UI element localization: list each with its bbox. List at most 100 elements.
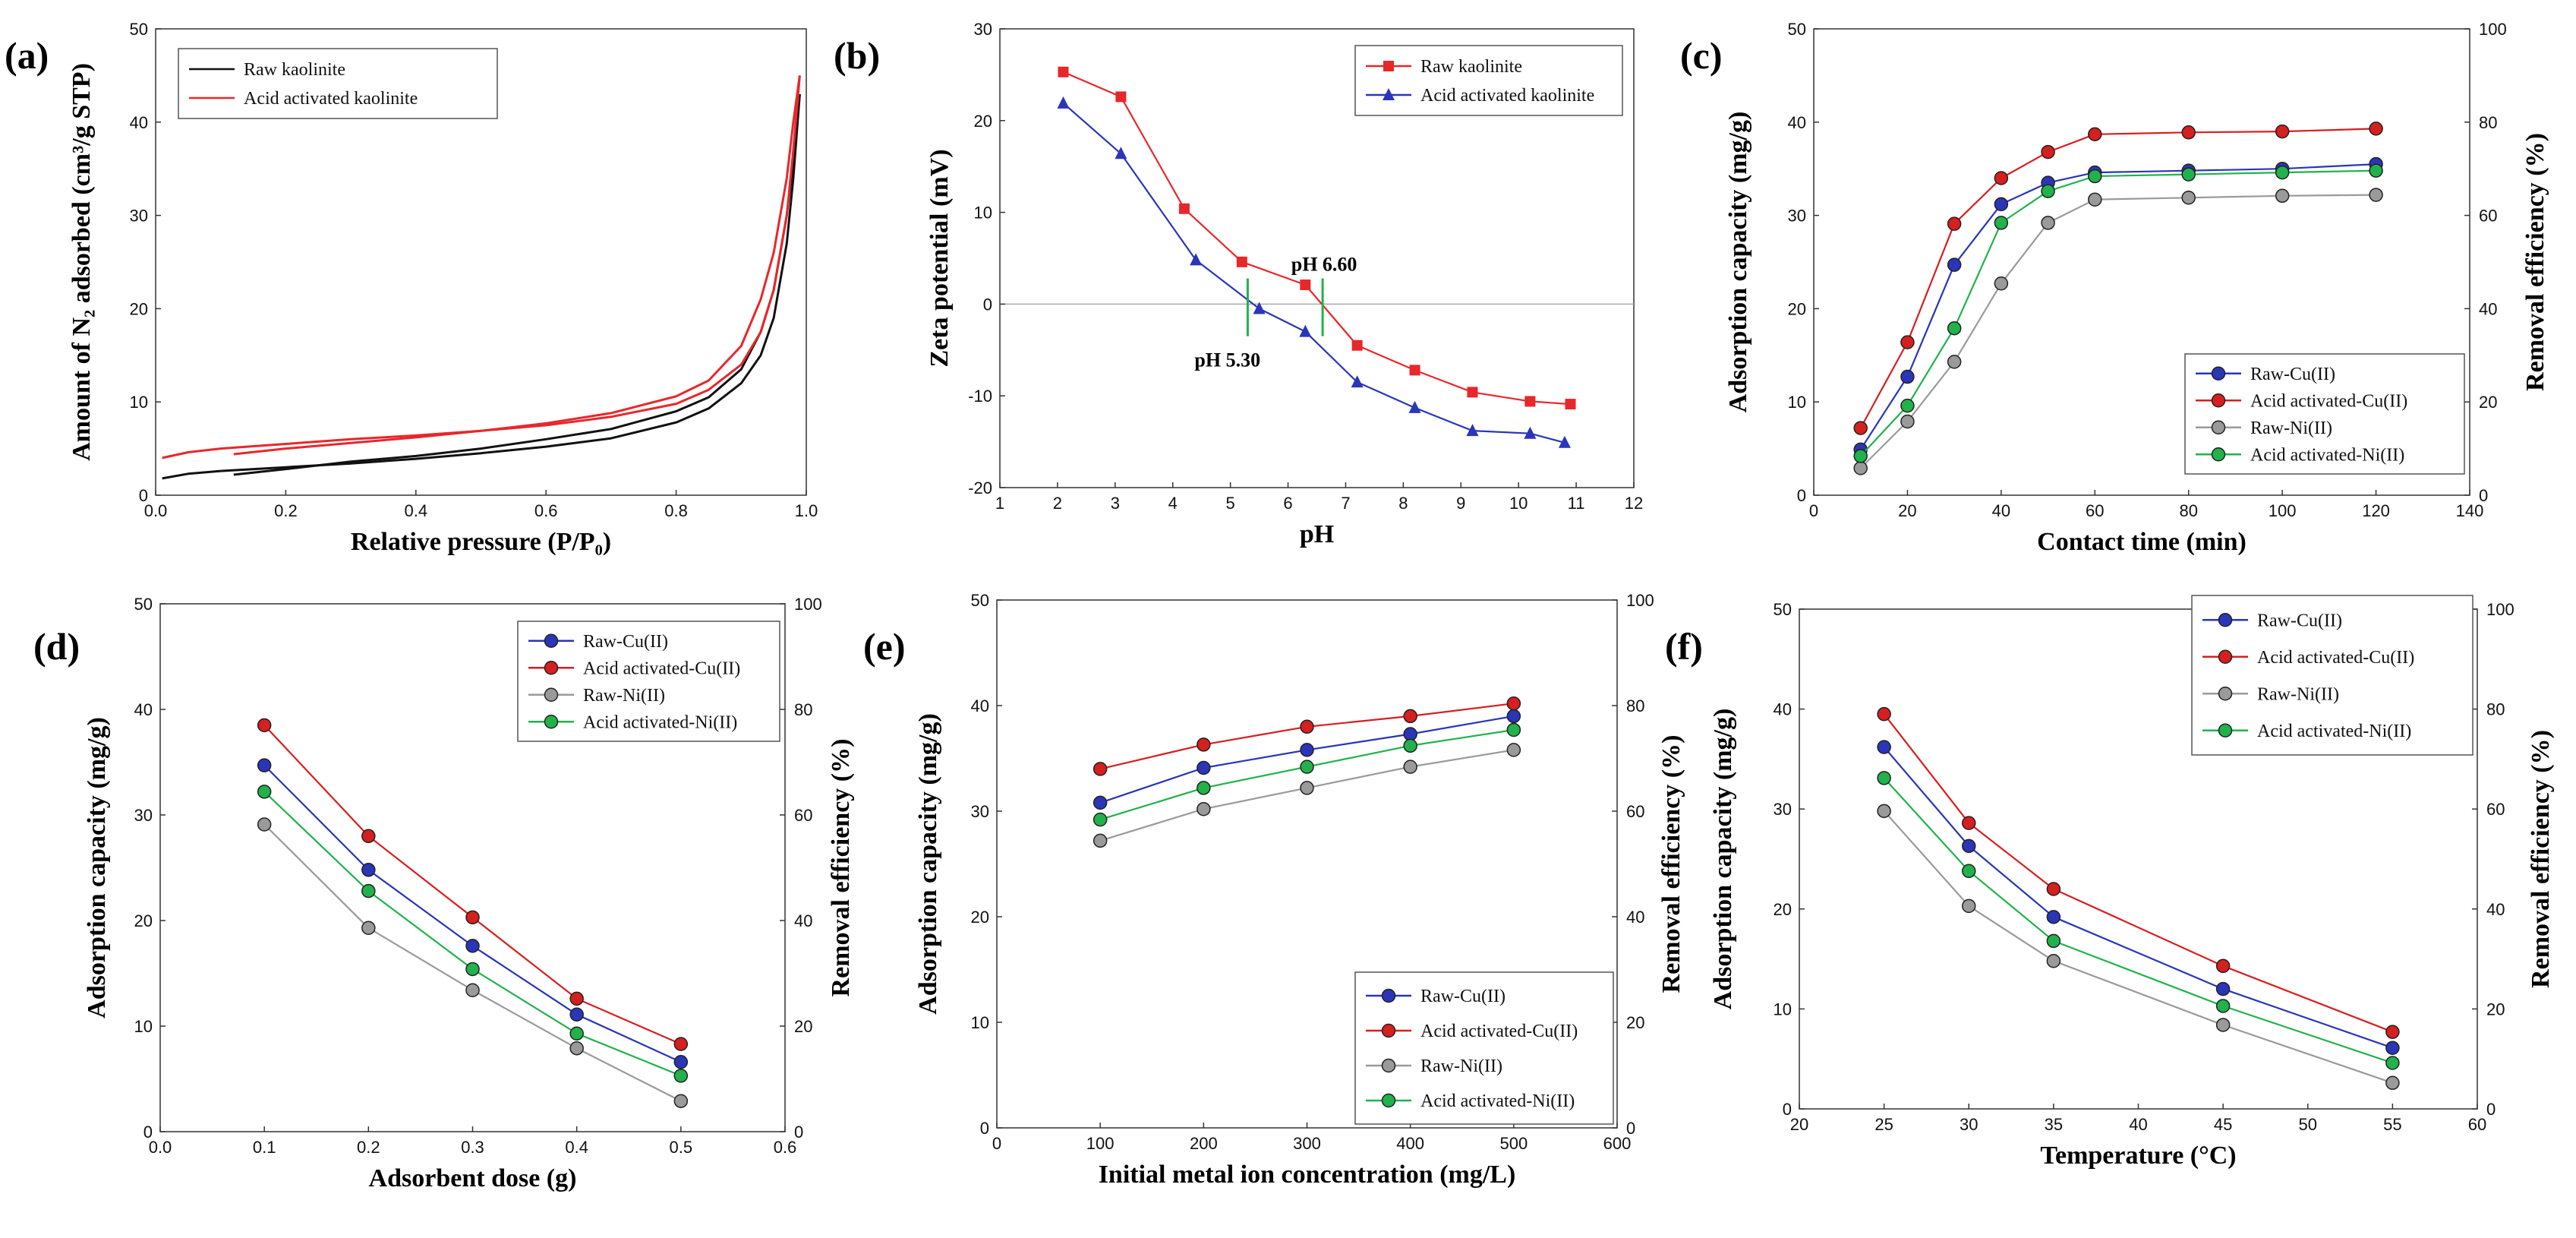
x-tick-label: 0.3 — [461, 1138, 484, 1157]
legend-label: Acid activated-Cu(II) — [2257, 648, 2414, 668]
x-tick-label: 600 — [1603, 1134, 1632, 1153]
data-point — [1877, 804, 1891, 819]
y-tick-label: 30 — [1774, 800, 1792, 819]
data-point — [1962, 898, 1976, 914]
x-tick-label: 0 — [1809, 501, 1818, 520]
y-tick-label: 50 — [130, 20, 148, 39]
data-point — [257, 817, 272, 832]
y-tick-label: 10 — [971, 1013, 989, 1032]
y-tick-label: 10 — [974, 204, 992, 223]
data-point — [2046, 953, 2061, 968]
y-axis-label: Adsorption capacity (mg/g) — [1724, 112, 1752, 413]
x-tick-label: 10 — [1509, 494, 1528, 513]
y2-tick-label: 80 — [2486, 700, 2505, 719]
y-tick-label: 20 — [971, 908, 989, 927]
data-point — [361, 863, 376, 877]
series-line — [1883, 713, 2393, 1033]
data-point — [361, 921, 376, 935]
data-point — [1178, 203, 1190, 214]
data-point — [2041, 144, 2055, 159]
legend-marker — [2218, 687, 2233, 701]
y2-axis-label: Removal efficiency (%) — [1657, 735, 1685, 993]
legend-label: Raw-Ni(II) — [583, 686, 665, 706]
panel-label: (d) — [33, 625, 80, 668]
data-point — [1115, 91, 1127, 103]
y-tick-label: 30 — [1788, 207, 1806, 226]
data-point — [2275, 165, 2290, 180]
data-point — [465, 939, 480, 953]
x-tick-label: 0 — [992, 1134, 1001, 1153]
x-tick-label: 0.8 — [664, 501, 688, 520]
y-tick-label: 50 — [1788, 20, 1806, 39]
panel-label: (f) — [1665, 625, 1703, 668]
y2-tick-label: 100 — [1626, 591, 1654, 610]
legend-marker — [2218, 649, 2233, 664]
x-tick-label: 100 — [2269, 501, 2297, 520]
data-point — [1403, 727, 1417, 741]
y-tick-label: 10 — [1774, 1000, 1792, 1019]
data-point — [1115, 147, 1127, 159]
data-point — [2275, 188, 2290, 204]
x-tick-label: 0.2 — [357, 1138, 380, 1157]
y-tick-label: 40 — [1788, 113, 1806, 132]
data-point — [2088, 127, 2102, 142]
panel-label: (c) — [1680, 34, 1723, 77]
data-point — [569, 1026, 584, 1041]
data-point — [1058, 66, 1069, 77]
data-point — [1351, 375, 1364, 388]
x-tick-label: 30 — [1960, 1115, 1978, 1134]
data-point — [1299, 324, 1312, 337]
data-point — [1994, 197, 2009, 212]
panel-label: (e) — [863, 625, 906, 668]
data-point — [673, 1094, 689, 1108]
legend-box — [1354, 971, 1614, 1125]
data-point — [2385, 1056, 2400, 1070]
legend: Raw kaolinite Acid activated kaolinite — [178, 48, 498, 119]
data-point — [1506, 743, 1521, 757]
data-point — [2041, 216, 2055, 230]
y-tick-label: 30 — [971, 802, 989, 821]
legend-marker — [1381, 1058, 1396, 1073]
data-point — [2385, 1075, 2400, 1091]
y-tick-label: 20 — [134, 911, 153, 930]
series-line — [1062, 102, 1565, 444]
legend-label: Acid activated-Cu(II) — [1420, 1022, 1578, 1041]
y2-tick-label: 20 — [794, 1017, 812, 1036]
x-tick-label: 12 — [1625, 494, 1643, 513]
data-point — [1900, 335, 1915, 349]
data-point — [361, 883, 376, 898]
x-tick-label: 20 — [1898, 501, 1916, 520]
data-point — [1300, 743, 1314, 757]
data-point — [1506, 696, 1521, 711]
data-point — [1197, 801, 1211, 816]
data-point — [1093, 812, 1108, 827]
data-point — [2275, 124, 2290, 139]
y-tick-label: 50 — [134, 595, 153, 614]
data-point — [1300, 781, 1314, 795]
x-tick-label: 1 — [995, 494, 1004, 513]
series-line — [162, 93, 801, 480]
data-point — [1947, 216, 1962, 231]
data-point — [1300, 279, 1311, 291]
x-tick-label: 5 — [1226, 494, 1235, 513]
legend: Raw-Cu(II) Acid activated-Cu(II) Raw-Ni(II… — [2184, 353, 2465, 475]
data-point — [1853, 449, 1868, 463]
data-point — [1994, 171, 2009, 185]
y-tick-label: -20 — [968, 478, 992, 497]
y2-tick-label: 80 — [1626, 696, 1644, 715]
data-point — [1467, 387, 1478, 398]
data-point — [1093, 762, 1108, 776]
y-tick-label: 0 — [980, 1119, 989, 1138]
y2-tick-label: 20 — [2486, 1000, 2505, 1019]
legend-box — [2191, 595, 2474, 756]
y2-axis-label: Removal efficiency (%) — [2521, 133, 2549, 391]
y2-tick-label: 100 — [2486, 600, 2515, 619]
y-tick-label: 10 — [134, 1017, 153, 1036]
data-point — [1236, 256, 1247, 267]
x-tick-label: 55 — [2383, 1115, 2401, 1134]
legend-label: Acid activated-Ni(II) — [1420, 1091, 1575, 1111]
plot-frame — [155, 28, 807, 496]
legend-label: Acid activated kaolinite — [244, 89, 418, 109]
